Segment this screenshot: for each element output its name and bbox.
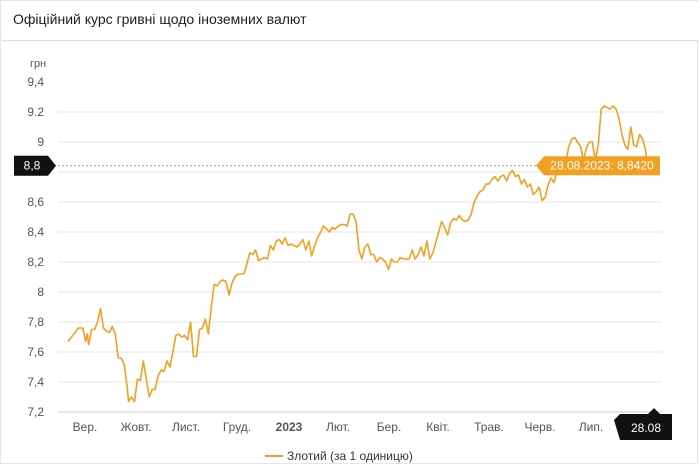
x-tick-label: Черв. [524, 420, 555, 434]
legend-label: Злотий (за 1 одиницю) [287, 449, 413, 463]
y-tick-label: 9.2 [27, 105, 44, 119]
y-tick-label: 8,6 [27, 195, 44, 209]
y-value-marker-label: 8,8 [24, 159, 41, 173]
tooltip-box [536, 156, 660, 176]
y-tick-label: 7,8 [27, 315, 44, 329]
x-value-marker-label: 28.08 [631, 421, 661, 435]
y-value-marker [14, 155, 56, 176]
x-value-marker-pointer [648, 408, 660, 414]
y-tick-label: 7,4 [27, 375, 44, 389]
y-tick-label: 8,4 [27, 225, 44, 239]
y-tick-label: 9 [37, 135, 44, 149]
x-tick-label: Трав. [474, 420, 504, 434]
y-tick-label: 7,6 [27, 345, 44, 359]
y-tick-label: 7,2 [27, 405, 44, 419]
x-tick-label: Лип. [579, 420, 603, 434]
y-tick-label: 8 [37, 285, 44, 299]
chart-header: Офіційний курс гривні щодо іноземних вал… [2, 2, 698, 41]
x-tick-label: Бер. [377, 420, 402, 434]
series-line-zloty [67, 105, 648, 403]
x-value-marker [614, 414, 672, 440]
y-tick-label: 8,2 [27, 255, 44, 269]
x-tick-label: Квіт. [426, 420, 450, 434]
x-tick-label: Жовт. [120, 420, 151, 434]
x-tick-label: Груд. [223, 420, 251, 434]
chart-title: Офіційний курс гривні щодо іноземних вал… [13, 11, 307, 27]
y-tick-label: 9,4 [27, 75, 44, 89]
x-tick-label: 2023 [276, 420, 303, 434]
tooltip-label: 28.08.2023: 8,8420 [550, 159, 654, 173]
x-tick-label: Вер. [73, 420, 98, 434]
x-tick-label: Лют. [326, 420, 350, 434]
y-axis-unit-label: грн [30, 58, 46, 70]
x-tick-label: Лист. [172, 420, 200, 434]
